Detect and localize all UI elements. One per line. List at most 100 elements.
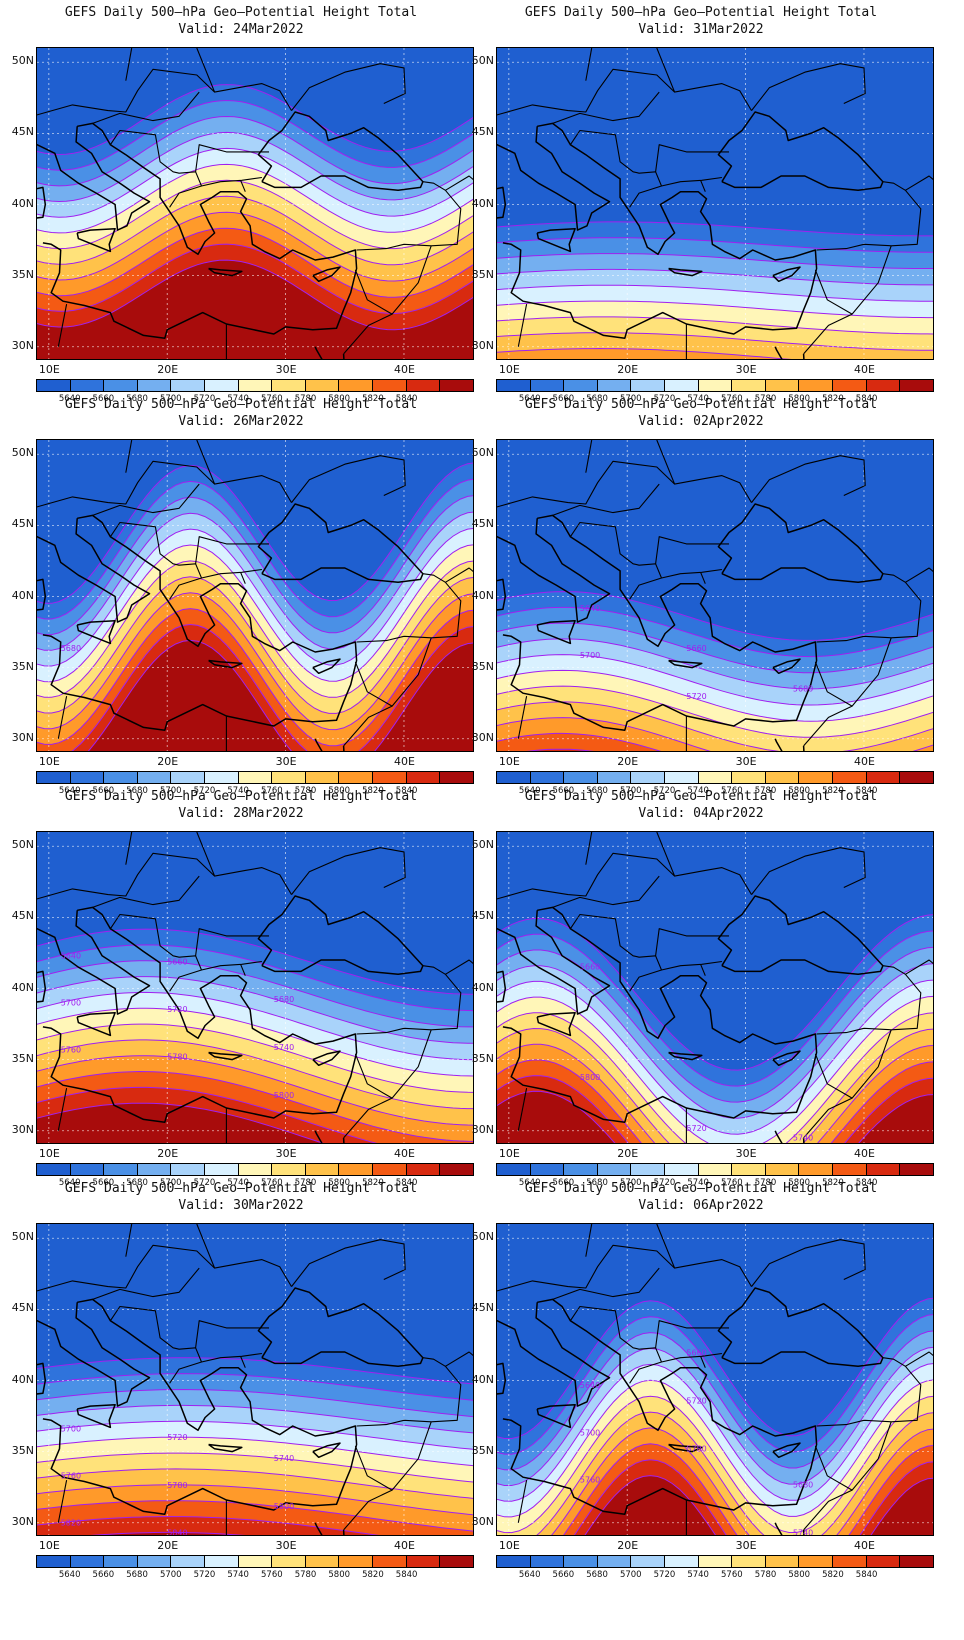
coastline — [76, 619, 116, 645]
country-border — [291, 1239, 406, 1287]
colorbar-cell — [731, 380, 765, 391]
lat-tick-label: 50N — [471, 1230, 494, 1244]
colorbar-label: 5680 — [126, 786, 148, 796]
lon-tick-label: 40E — [853, 363, 875, 376]
coastline — [257, 1287, 424, 1368]
coastline — [668, 659, 703, 669]
colorbar-label: 5820 — [362, 786, 384, 796]
contour-line — [37, 1102, 324, 1143]
contour-line — [71, 623, 473, 751]
coastline — [257, 111, 424, 192]
country-border — [109, 521, 203, 600]
country-border — [354, 1421, 432, 1491]
coastline — [312, 658, 341, 675]
colorbar-cell — [832, 1556, 866, 1567]
coastline — [774, 1522, 783, 1535]
colorbar-label: 5720 — [653, 786, 676, 796]
map-panel: GEFS Daily 500–hPa Geo–Potential Height … — [0, 1176, 482, 1586]
country-border — [517, 695, 528, 739]
colorbar-label: 5740 — [227, 394, 249, 404]
colorbar-label: 5740 — [687, 1570, 709, 1580]
colorbar-cell — [405, 1556, 440, 1567]
panel-title: GEFS Daily 500–hPa Geo–Potential Height … — [524, 5, 878, 20]
country-border — [240, 1356, 246, 1368]
lon-tick-label: 40E — [393, 1539, 415, 1552]
coastline — [42, 906, 358, 1123]
contour-label: 5700 — [61, 999, 81, 1008]
country-border — [195, 536, 269, 564]
country-border — [343, 313, 393, 355]
colorbar-label: 5700 — [159, 394, 182, 404]
panel-title: GEFS Daily 500–hPa Geo–Potential Height … — [524, 1181, 878, 1196]
contour-line — [37, 608, 473, 747]
height-band — [88, 640, 473, 751]
contour-label: 5720 — [686, 692, 706, 701]
colorbar-label: 5800 — [788, 394, 811, 404]
panel-valid-date: Valid: 30Mar2022 — [178, 1198, 304, 1213]
lat-tick-label: 35N — [11, 659, 34, 673]
contour-line — [536, 1411, 933, 1535]
coastline — [208, 1051, 243, 1061]
colorbar — [496, 1555, 934, 1568]
contour-line — [497, 253, 933, 269]
lon-tick-label: 20E — [157, 363, 179, 376]
coastline — [497, 578, 507, 611]
coastline — [37, 970, 47, 1003]
colorbar-label: 5640 — [518, 1570, 541, 1580]
map-canvas: 5640 5660 5680 5700 5720 — [497, 440, 933, 751]
colorbar-cell — [497, 1164, 530, 1175]
country-border — [803, 313, 853, 355]
colorbar-cell — [529, 380, 564, 391]
map-panel: GEFS Daily 500–hPa Geo–Potential Height … — [460, 1176, 942, 1586]
colorbar-label: 5820 — [822, 1570, 844, 1580]
coastline — [42, 1298, 358, 1515]
map-plot: 5680 — [36, 439, 474, 752]
colorbar-cell — [731, 1164, 765, 1175]
colorbar-cell — [372, 772, 406, 783]
lon-tick-label: 30E — [735, 1539, 757, 1552]
contour-line — [37, 179, 473, 250]
colorbar-cell — [798, 1556, 833, 1567]
contour-line — [37, 1404, 473, 1434]
country-border — [445, 959, 473, 975]
contour-line — [37, 1515, 380, 1535]
country-border — [37, 852, 292, 900]
colorbar-cell — [271, 772, 305, 783]
colorbar-cell — [304, 380, 339, 391]
colorbar-label: 5820 — [822, 1178, 844, 1188]
country-border — [195, 144, 269, 172]
colorbar-label: 5840 — [395, 786, 418, 796]
colorbar-cell — [338, 772, 373, 783]
contour-line — [37, 544, 473, 683]
lat-tick-label: 35N — [471, 659, 494, 673]
country-border — [201, 1352, 262, 1363]
panel-valid-date: Valid: 02Apr2022 — [638, 414, 764, 429]
contour-label: 5740 — [793, 1529, 813, 1536]
country-border — [700, 180, 706, 192]
contour-line — [37, 576, 473, 714]
colorbar-cell — [832, 1164, 866, 1175]
coastline — [342, 1137, 345, 1143]
lon-tick-label: 10E — [38, 755, 60, 768]
colorbar-label: 5800 — [328, 786, 351, 796]
country-border — [445, 567, 473, 583]
contour-line — [37, 99, 473, 171]
lon-tick-label: 10E — [38, 1539, 60, 1552]
colorbar-label: 5700 — [159, 786, 182, 796]
lat-tick-label: 40N — [11, 980, 34, 994]
country-border — [751, 455, 866, 503]
coastline — [342, 1529, 345, 1535]
contour-line — [526, 748, 595, 751]
colorbar — [496, 771, 934, 784]
colorbar-label: 5720 — [653, 394, 676, 404]
height-band — [497, 1075, 933, 1143]
country-border — [569, 129, 663, 208]
coastline — [42, 514, 358, 731]
country-border — [552, 483, 660, 516]
contour-line — [497, 347, 792, 359]
colorbar-label: 5840 — [855, 786, 878, 796]
lat-tick-label: 30N — [471, 1122, 494, 1136]
colorbar-cell — [271, 380, 305, 391]
colorbar-cell — [204, 1556, 238, 1567]
colorbar — [36, 1163, 474, 1176]
